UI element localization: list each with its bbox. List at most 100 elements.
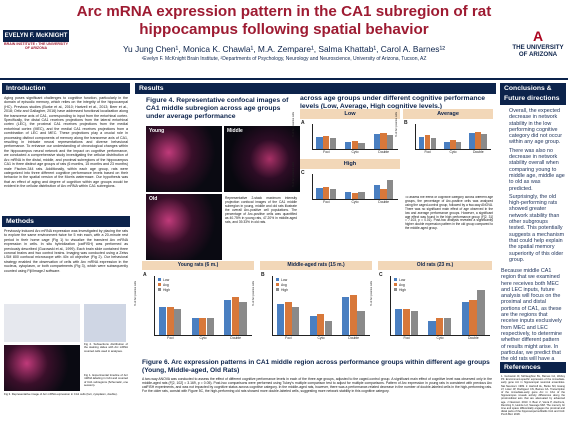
chart-bar <box>322 187 330 199</box>
chart-bar <box>373 134 380 149</box>
chart-bar <box>231 297 240 335</box>
chart-bar <box>481 134 487 149</box>
x-tick-label: Cyto <box>449 150 457 154</box>
confocal-young-label: Young <box>149 128 165 134</box>
chart-bar <box>380 189 387 199</box>
x-tick-label: Foci <box>424 150 431 154</box>
chart-bar <box>342 297 350 335</box>
legend-label: Low <box>399 277 406 282</box>
bar-chart: Average B % of Arc positive cells Foci Cyto D… <box>395 109 493 156</box>
conclusion-item: Overall, the expected decrease in networ… <box>509 108 565 146</box>
legend-swatch <box>158 288 161 291</box>
chart-bar <box>430 138 437 149</box>
mcknight-logo-mark: EVELYN F. McKNIGHT <box>3 30 69 42</box>
chart-bar <box>239 301 247 335</box>
chart-bar <box>316 137 323 149</box>
x-tick-label: Cyto <box>317 336 325 340</box>
chart-panel-title: Average <box>403 109 493 119</box>
chart-bar <box>387 180 394 199</box>
chart-bar <box>276 304 285 335</box>
chart-bar <box>224 299 232 335</box>
chart-bar <box>199 318 207 335</box>
x-tick-label: Double <box>348 336 360 340</box>
chart-bar <box>317 313 325 335</box>
fig4-caption: Representative 2-stack maximum intensity… <box>225 196 297 224</box>
conclusion-item: Surprisingly, the old high-performing ra… <box>509 194 565 263</box>
x-tick-label: Double <box>230 336 242 340</box>
y-axis-label: % of Arc positive cells <box>370 280 373 306</box>
confocal-old: Old <box>146 194 222 260</box>
chart-bar <box>387 135 394 149</box>
chart-bar <box>344 142 352 149</box>
y-axis-label: % of Arc positive cells <box>292 161 295 187</box>
x-tick-label: Foci <box>323 150 330 154</box>
chart-bar <box>191 318 199 335</box>
y-axis-label: % of Arc positive cells <box>252 280 255 306</box>
chart-bar <box>455 142 462 149</box>
x-tick-label: Cyto <box>436 336 444 340</box>
arizona-logo-mark: A <box>532 28 544 44</box>
x-axis <box>272 335 370 336</box>
legend-label: High <box>281 287 288 292</box>
chart-bar <box>158 306 167 335</box>
conclusions-list: Overall, the expected decrease in networ… <box>501 108 565 268</box>
y-axis-label: % of Arc positive cells <box>395 111 398 137</box>
x-tick-label: Double <box>378 200 390 204</box>
chart-bar <box>324 320 333 335</box>
chart-bar <box>344 192 352 199</box>
results-heading: Results <box>135 83 496 94</box>
poster-affiliation: ¹Evelyn F. McKnight Brain Institute, ²De… <box>141 56 427 62</box>
bar-chart: High C % of Arc positive cells Foci Cyto Doub… <box>292 159 400 206</box>
legend-label: High <box>399 287 406 292</box>
x-axis <box>154 335 252 336</box>
x-tick-label: Foci <box>167 336 174 340</box>
chart-panel-letter: B <box>404 120 408 126</box>
y-axis-label: % of Arc positive cells <box>134 280 137 306</box>
x-tick-label: Double <box>467 336 479 340</box>
chart-bar <box>402 309 411 335</box>
bar-chart: Middle-aged rats (15 m.) B % of Arc positi… <box>252 261 372 342</box>
fig3-caption: Fig 3. Representative image of Arc mRNA … <box>4 393 118 396</box>
subregion-diagram <box>84 304 126 342</box>
legend-label: Avg <box>399 282 405 287</box>
methods-heading: Methods <box>2 216 130 227</box>
chart-bar <box>357 311 365 335</box>
bar-chart: Low A % of Arc positive cells Foci Cyto Doubl… <box>292 109 400 156</box>
chart-bar <box>410 311 418 335</box>
chart-bar <box>450 140 456 149</box>
legend-swatch <box>394 278 397 281</box>
chart-bar <box>309 316 317 335</box>
chart-bar <box>380 133 387 149</box>
fig6-caption: A two-way ANOVA was conducted to assess … <box>142 377 492 394</box>
methods-confocal-image <box>4 345 80 391</box>
references-heading: References <box>500 362 566 373</box>
chart-bar <box>329 138 336 149</box>
x-tick-label: Foci <box>285 336 292 340</box>
chart-bar <box>475 132 481 149</box>
chart-bar <box>469 299 477 335</box>
y-axis <box>272 276 273 335</box>
legend-label: Avg <box>163 282 169 287</box>
legend-swatch <box>394 283 397 286</box>
x-tick-label: Cyto <box>351 150 359 154</box>
chart-bar <box>443 318 452 335</box>
legend-label: Low <box>163 277 170 282</box>
chart-bar <box>292 306 300 335</box>
x-tick-label: Cyto <box>199 336 207 340</box>
y-axis-label: % of Arc positive cells <box>292 111 295 137</box>
x-tick-label: Foci <box>403 336 410 340</box>
chart-panel-letter: C <box>379 272 383 278</box>
x-axis <box>312 199 398 200</box>
poster-title: Arc mRNA expression pattern in the CA1 s… <box>76 3 492 38</box>
y-axis <box>415 124 416 149</box>
chart-panel-letter: B <box>261 272 265 278</box>
chart-panel-letter: C <box>301 170 305 176</box>
methods-body: Previously induced Arc mRNA expression w… <box>4 229 128 273</box>
chart-bar <box>444 142 450 149</box>
intro-heading: Introduction <box>2 83 130 94</box>
chart-panel-title: High <box>300 159 400 169</box>
legend-swatch <box>276 283 279 286</box>
y-axis <box>154 276 155 335</box>
confocal-young: Young <box>146 126 222 192</box>
mcknight-logo: EVELYN F. McKNIGHT BRAIN INSTITUTE • THE… <box>3 30 69 50</box>
